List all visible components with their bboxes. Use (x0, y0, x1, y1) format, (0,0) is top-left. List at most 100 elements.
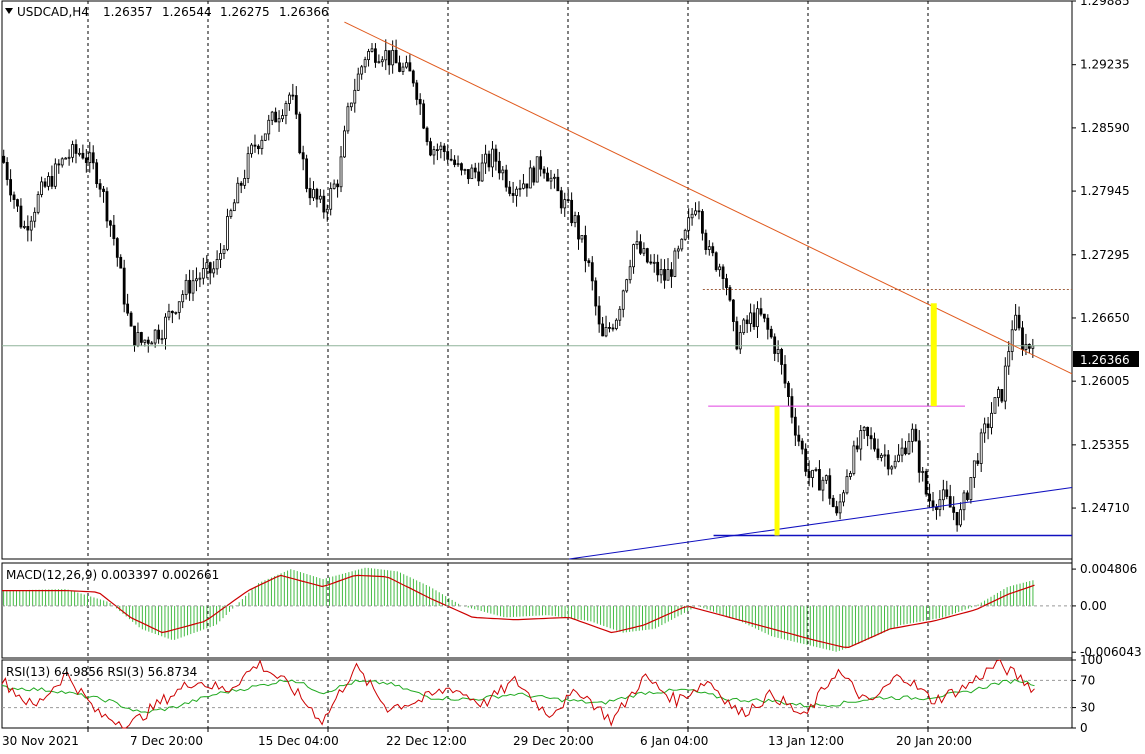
macd-signal-line (2, 574, 1035, 649)
rsi-tick-label: 70 (1080, 673, 1095, 687)
candle-body (570, 199, 574, 224)
candle-body (628, 266, 632, 281)
candle-body (287, 94, 291, 104)
candle-body (405, 62, 408, 68)
candle-body (859, 430, 863, 450)
candle-body (621, 290, 625, 310)
candle-body (673, 250, 677, 277)
candle-body (60, 158, 64, 166)
candle-body (583, 235, 587, 262)
candle-body (845, 476, 849, 494)
candle-body (566, 199, 570, 201)
candle-body (518, 187, 522, 190)
candle-body (453, 159, 457, 165)
candle-body (893, 460, 897, 468)
price-panel[interactable] (1, 0, 1073, 560)
collapse-triangle-icon[interactable] (5, 8, 13, 14)
candle-body (260, 139, 264, 150)
rsi3-line (1, 659, 1035, 729)
candle-body (112, 224, 116, 239)
candle-body (153, 329, 157, 344)
candle-body (432, 149, 436, 156)
candle-body (986, 423, 990, 428)
candle-body (910, 428, 914, 442)
candle-body (466, 169, 470, 180)
candle-body (855, 445, 859, 450)
candle-body (666, 269, 670, 281)
candle-body (442, 145, 446, 153)
candle-body (793, 416, 797, 436)
time-tick-label: 6 Jan 04:00 (640, 734, 708, 748)
candle-body (356, 73, 360, 91)
price-tick-label: 1.25355 (1080, 438, 1130, 452)
price-tick-label: 1.29885 (1080, 0, 1130, 8)
candle-body (22, 226, 26, 228)
rsi-tick-label: 30 (1080, 701, 1095, 715)
candle-body (842, 492, 845, 503)
candle-body (814, 469, 818, 471)
ascending-trendline (569, 486, 1073, 560)
candle-body (821, 479, 825, 491)
candle-body (587, 260, 591, 264)
price-tick-label: 1.26005 (1080, 374, 1130, 388)
candle-body (188, 279, 191, 294)
candle-body (67, 156, 71, 159)
candle-body (215, 259, 219, 270)
candle-body (491, 148, 494, 168)
candle-body (497, 160, 501, 174)
candle-body (308, 188, 312, 199)
candle-body (98, 183, 102, 190)
candle-body (463, 169, 467, 171)
macd-tick-label: 0.004806 (1080, 562, 1137, 576)
candle-body (315, 189, 319, 200)
candle-body (102, 188, 105, 192)
candle-body (831, 497, 835, 508)
candle-body (281, 115, 284, 120)
candle-body (164, 316, 167, 340)
candle-body (126, 303, 130, 314)
candle-body (246, 153, 250, 179)
candle-body (195, 278, 198, 282)
candle-body (907, 440, 911, 455)
candle-body (1010, 329, 1014, 352)
candle-body (429, 141, 432, 156)
candle-body (181, 294, 185, 303)
candle-body (652, 261, 656, 264)
candle-body (88, 152, 92, 163)
candle-body (374, 48, 377, 63)
candle-body (711, 246, 715, 254)
candle-body (928, 493, 931, 502)
candle-body (222, 248, 226, 254)
price-tick-label: 1.29235 (1080, 58, 1130, 72)
candle-body (40, 181, 43, 195)
candle-body (47, 176, 50, 187)
candle-body (766, 317, 770, 330)
candle-body (201, 268, 205, 279)
candle-body (704, 232, 708, 250)
candle-body (924, 471, 928, 495)
candle-body (36, 194, 40, 213)
candle-body (1007, 351, 1011, 367)
candle-body (257, 145, 260, 150)
candle-body (64, 157, 68, 160)
candle-body (687, 217, 691, 231)
candle-body (972, 460, 976, 478)
candle-body (198, 277, 202, 280)
candle-body (1003, 365, 1007, 402)
macd-panel[interactable] (1, 562, 1073, 659)
time-tick-label: 29 Dec 20:00 (513, 734, 594, 748)
candle-body (435, 149, 439, 151)
rsi-panel[interactable] (1, 659, 1073, 729)
macd-tick-label: 0.00 (1080, 599, 1107, 613)
candle-body (191, 280, 195, 294)
candle-body (1027, 343, 1031, 349)
candle-body (401, 66, 405, 72)
candle-body (745, 319, 749, 325)
candle-body (632, 244, 635, 268)
candle-body (807, 470, 811, 478)
candle-body (838, 501, 842, 514)
candle-body (177, 301, 181, 313)
candle-body (274, 111, 278, 123)
candle-body (776, 349, 780, 354)
